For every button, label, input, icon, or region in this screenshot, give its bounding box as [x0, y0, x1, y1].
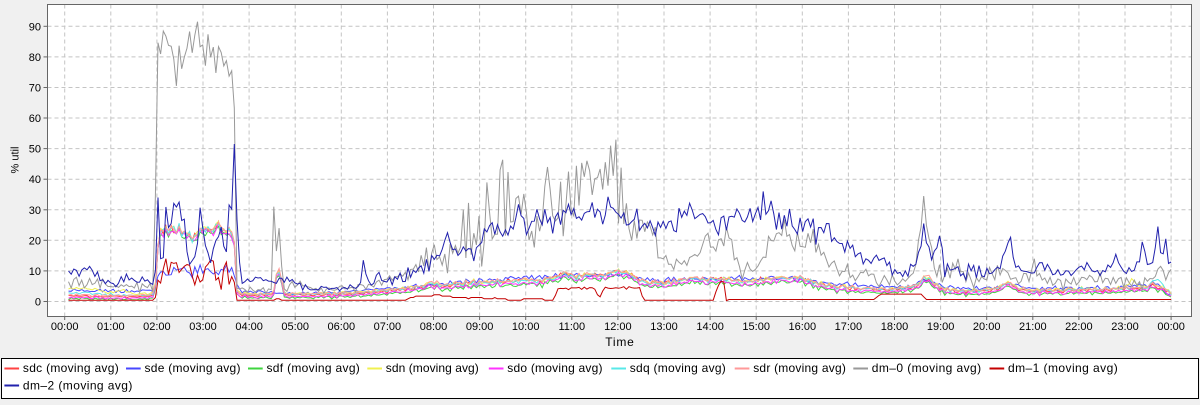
- svg-text:15:00: 15:00: [742, 321, 770, 333]
- svg-text:16:00: 16:00: [789, 321, 817, 333]
- svg-text:00:00: 00:00: [51, 321, 79, 333]
- svg-text:06:00: 06:00: [328, 321, 356, 333]
- svg-text:40: 40: [29, 174, 41, 186]
- svg-text:21:00: 21:00: [1019, 321, 1047, 333]
- svg-text:50: 50: [29, 144, 41, 156]
- svg-text:0: 0: [35, 297, 41, 309]
- svg-text:sdq (moving avg): sdq (moving avg): [630, 361, 726, 375]
- svg-text:13:00: 13:00: [650, 321, 678, 333]
- svg-text:dm–0 (moving avg): dm–0 (moving avg): [872, 361, 981, 375]
- svg-text:09:00: 09:00: [466, 321, 494, 333]
- svg-text:03:00: 03:00: [189, 321, 217, 333]
- svg-text:10: 10: [29, 266, 41, 278]
- svg-text:Time: Time: [605, 335, 634, 349]
- svg-text:01:00: 01:00: [97, 321, 125, 333]
- svg-text:sdr (moving avg): sdr (moving avg): [753, 361, 846, 375]
- svg-text:90: 90: [29, 21, 41, 33]
- svg-text:20: 20: [29, 235, 41, 247]
- svg-text:dm–2 (moving avg): dm–2 (moving avg): [23, 378, 132, 392]
- svg-text:% util: % util: [10, 147, 22, 174]
- svg-text:10:00: 10:00: [512, 321, 540, 333]
- svg-text:02:00: 02:00: [143, 321, 171, 333]
- svg-text:00:00: 00:00: [1157, 321, 1185, 333]
- svg-text:sdc (moving avg): sdc (moving avg): [23, 361, 119, 375]
- svg-text:30: 30: [29, 205, 41, 217]
- svg-text:19:00: 19:00: [927, 321, 955, 333]
- svg-text:08:00: 08:00: [420, 321, 448, 333]
- svg-text:05:00: 05:00: [281, 321, 309, 333]
- svg-text:dm–1 (moving avg): dm–1 (moving avg): [1008, 361, 1118, 375]
- svg-text:07:00: 07:00: [374, 321, 402, 333]
- svg-text:22:00: 22:00: [1065, 321, 1093, 333]
- svg-text:04:00: 04:00: [235, 321, 263, 333]
- svg-text:sde (moving avg): sde (moving avg): [145, 361, 241, 375]
- svg-text:sdo (moving avg): sdo (moving avg): [507, 361, 602, 375]
- svg-text:12:00: 12:00: [604, 321, 632, 333]
- svg-text:80: 80: [29, 52, 41, 64]
- svg-text:20:00: 20:00: [973, 321, 1001, 333]
- svg-text:60: 60: [29, 113, 41, 125]
- svg-text:17:00: 17:00: [835, 321, 863, 333]
- svg-text:18:00: 18:00: [881, 321, 909, 333]
- svg-text:sdf (moving avg): sdf (moving avg): [267, 361, 360, 375]
- svg-text:14:00: 14:00: [696, 321, 724, 333]
- svg-text:sdn (moving avg): sdn (moving avg): [386, 361, 479, 375]
- svg-text:70: 70: [29, 83, 41, 95]
- svg-text:23:00: 23:00: [1111, 321, 1139, 333]
- svg-text:11:00: 11:00: [558, 321, 585, 333]
